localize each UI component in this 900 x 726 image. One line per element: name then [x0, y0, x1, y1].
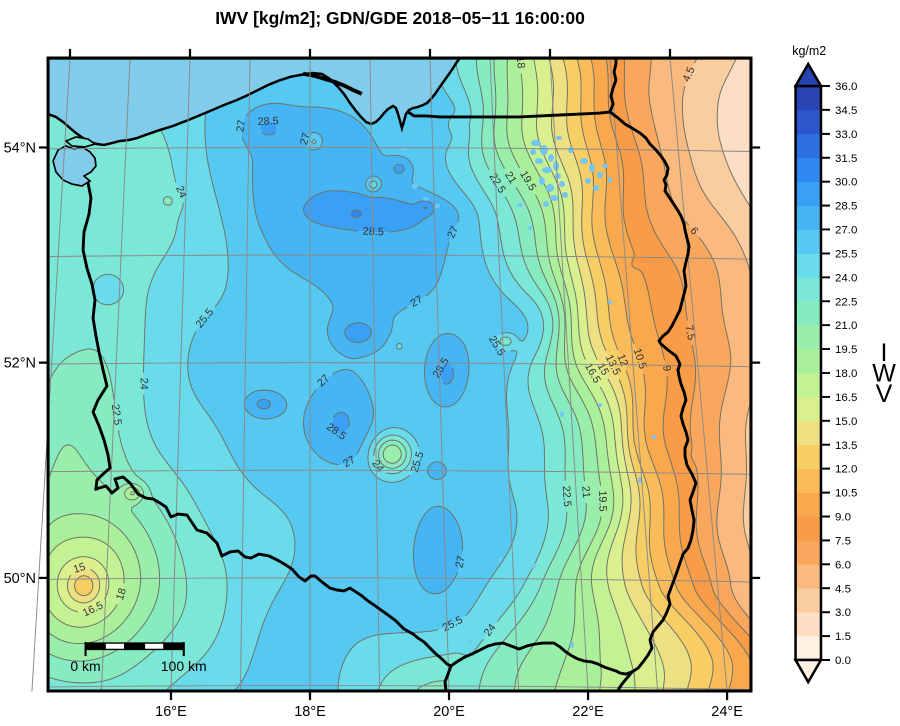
svg-text:IWV [kg/m2]; GDN/GDE 2018−05−1: IWV [kg/m2]; GDN/GDE 2018−05−11 16:00:00 — [215, 8, 585, 28]
svg-text:54°N: 54°N — [4, 141, 36, 157]
svg-text:W: W — [872, 360, 896, 388]
svg-text:21.0: 21.0 — [835, 320, 857, 332]
svg-text:22.5: 22.5 — [560, 485, 573, 507]
svg-text:1.5: 1.5 — [835, 631, 851, 643]
svg-text:30.0: 30.0 — [835, 177, 857, 189]
svg-text:18°E: 18°E — [294, 704, 326, 720]
svg-text:27: 27 — [409, 293, 425, 309]
svg-text:kg/m2: kg/m2 — [792, 44, 826, 58]
svg-text:50°N: 50°N — [4, 571, 36, 587]
svg-text:22.5: 22.5 — [835, 296, 857, 308]
svg-text:7.5: 7.5 — [682, 324, 697, 341]
svg-text:27: 27 — [234, 119, 248, 133]
svg-text:15: 15 — [72, 561, 87, 576]
svg-text:20°E: 20°E — [433, 704, 465, 720]
svg-text:24°E: 24°E — [711, 704, 743, 720]
svg-text:27.0: 27.0 — [835, 225, 857, 237]
svg-text:9: 9 — [660, 365, 673, 373]
svg-text:19.5: 19.5 — [596, 490, 609, 511]
svg-text:27: 27 — [453, 555, 467, 569]
svg-text:3.0: 3.0 — [835, 607, 851, 619]
svg-text:7.5: 7.5 — [835, 535, 851, 547]
svg-text:33.0: 33.0 — [835, 129, 857, 141]
svg-text:22.5: 22.5 — [109, 403, 124, 426]
svg-text:28.5: 28.5 — [257, 115, 278, 128]
svg-text:31.5: 31.5 — [835, 153, 857, 165]
svg-text:25.5: 25.5 — [835, 248, 857, 260]
svg-text:21: 21 — [502, 170, 519, 187]
svg-text:4.5: 4.5 — [681, 65, 698, 84]
svg-text:10.5: 10.5 — [835, 488, 857, 500]
svg-text:28.5: 28.5 — [835, 201, 857, 213]
svg-text:9.0: 9.0 — [835, 512, 851, 524]
svg-text:27: 27 — [315, 372, 332, 389]
svg-text:24: 24 — [173, 184, 189, 200]
svg-text:16.5: 16.5 — [835, 392, 857, 404]
svg-text:52°N: 52°N — [4, 356, 36, 372]
svg-text:36.0: 36.0 — [835, 81, 857, 93]
svg-text:18.0: 18.0 — [835, 368, 857, 380]
svg-text:19.5: 19.5 — [835, 344, 857, 356]
svg-text:4.5: 4.5 — [835, 583, 851, 595]
svg-text:100 km: 100 km — [161, 658, 207, 674]
svg-text:12.0: 12.0 — [835, 464, 857, 476]
svg-text:V: V — [876, 380, 893, 408]
svg-text:15: 15 — [595, 361, 611, 377]
svg-text:28.5: 28.5 — [362, 226, 384, 239]
svg-text:22°E: 22°E — [572, 704, 604, 720]
svg-text:21: 21 — [579, 485, 592, 498]
svg-text:0 km: 0 km — [70, 658, 100, 674]
svg-text:15.0: 15.0 — [835, 416, 857, 428]
svg-text:16°E: 16°E — [155, 704, 187, 720]
svg-text:27: 27 — [298, 132, 313, 147]
svg-text:18: 18 — [114, 587, 129, 602]
svg-text:27: 27 — [341, 454, 357, 470]
svg-text:24.0: 24.0 — [835, 272, 857, 284]
svg-text:34.5: 34.5 — [835, 105, 857, 117]
svg-text:I: I — [881, 339, 888, 367]
svg-text:6.0: 6.0 — [835, 559, 851, 571]
svg-text:24: 24 — [138, 378, 150, 390]
svg-text:27: 27 — [445, 224, 461, 240]
svg-text:0.0: 0.0 — [835, 655, 851, 667]
svg-text:24: 24 — [482, 622, 499, 639]
svg-text:13.5: 13.5 — [835, 440, 857, 452]
